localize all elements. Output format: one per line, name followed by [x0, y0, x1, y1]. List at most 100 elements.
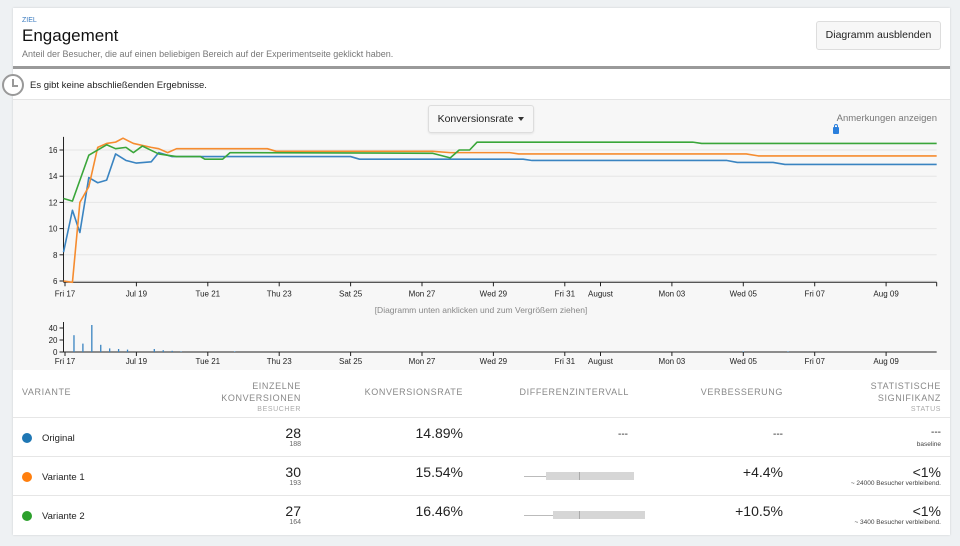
- conversions: 28 188: [285, 426, 301, 449]
- series-line-original: [62, 151, 937, 253]
- col-rate: KONVERSIONSRATE: [364, 387, 463, 397]
- table-row[interactable]: Variante 2 27 164 16.46% +10.5% <1% ~ 3400…: [13, 495, 950, 534]
- metric-select-label: Konversionsrate: [437, 113, 514, 125]
- goal-card: ZIEL Engagement Anteil der Besucher, die…: [2, 8, 950, 535]
- variant-name: Variante 1: [42, 472, 85, 483]
- interval-box: [552, 511, 645, 519]
- conversion-rate: 14.89%: [415, 425, 463, 441]
- col-improvement: VERBESSERUNG: [700, 387, 783, 397]
- mini-x-tick-label: Mon 27: [409, 357, 436, 366]
- mini-x-tick-label: Thu 23: [267, 357, 292, 366]
- x-tick-label: Wed 05: [730, 289, 758, 298]
- lock-icon[interactable]: [833, 124, 839, 134]
- histogram-bar: [73, 335, 75, 352]
- x-tick-label: Mon 03: [659, 289, 686, 298]
- significance-status: ~ 24000 Besucher verbleibend.: [850, 480, 941, 487]
- significance: <1% ~ 24000 Besucher verbleibend.: [851, 465, 941, 488]
- significance-value: ---: [931, 427, 941, 438]
- x-tick-label: Wed 29: [480, 289, 508, 298]
- x-tick-label: Fri 17: [55, 289, 76, 298]
- caret-down-icon: [518, 117, 525, 122]
- interval-value: ---: [618, 429, 628, 440]
- table-row[interactable]: Original 28 188 14.89% --- --- --- baselin…: [13, 417, 950, 456]
- x-tick-label: Fri 07: [804, 289, 825, 298]
- x-tick-label: Thu 23: [267, 289, 292, 298]
- improvement: +10.5%: [735, 503, 783, 519]
- conversions-count: 28: [285, 425, 301, 441]
- col-conversions: EINZELNE KONVERSIONEN BESUCHER: [221, 380, 301, 416]
- x-tick-label: Fri 31: [555, 289, 576, 298]
- conversion-rate: 16.46%: [415, 503, 463, 519]
- mini-y-tick-label: 0: [53, 348, 58, 357]
- histogram-bar: [109, 348, 111, 352]
- col-interval: DIFFERENZINTERVALL: [519, 387, 629, 397]
- conversions-count: 30: [285, 464, 301, 480]
- histogram-bar: [787, 351, 789, 352]
- results-notice: Es gibt keine abschließenden Ergebnisse.: [2, 72, 950, 100]
- col-conv-2: KONVERSIONEN: [221, 393, 301, 403]
- variant-name: Variante 2: [42, 511, 85, 522]
- histogram-bar: [117, 349, 120, 352]
- y-tick-label: 6: [53, 277, 58, 286]
- conversion-rate: 15.54%: [415, 464, 463, 480]
- table-row[interactable]: Variante 1 30 193 15.54% +4.4% <1% ~ 24000…: [13, 456, 950, 495]
- mini-x-tick-label: Jul 19: [126, 357, 148, 366]
- col-conv-sub: BESUCHER: [257, 406, 301, 413]
- significance-status: ~ 3400 Besucher verbleibend.: [854, 519, 941, 526]
- y-tick-label: 14: [49, 172, 58, 181]
- col-sig-sub: STATUS: [910, 406, 941, 413]
- significance: <1% ~ 3400 Besucher verbleibend.: [854, 504, 941, 527]
- x-tick-label: Jul 19: [126, 289, 148, 298]
- histogram-bar: [91, 325, 93, 352]
- col-sig-1: STATISTISCHE: [870, 381, 941, 391]
- x-tick-label: Mon 27: [409, 289, 436, 298]
- x-tick-label: August: [588, 289, 614, 298]
- visitors-count: 164: [289, 519, 301, 526]
- mini-x-tick-label: August: [588, 357, 614, 366]
- histogram-bar: [153, 349, 155, 352]
- y-tick-label: 12: [49, 198, 58, 207]
- significance: --- baseline: [917, 426, 941, 449]
- histogram-bar: [162, 350, 164, 352]
- mini-x-tick-label: Sat 25: [339, 357, 363, 366]
- conversions: 30 193: [285, 465, 301, 488]
- mini-x-tick-label: Fri 07: [804, 357, 825, 366]
- chart-area[interactable]: 6 8 10 12 14 16 Fri 17 Jul 19 Tue 21 Thu 23 Sat 25…: [13, 100, 950, 370]
- mini-x-tick-label: Mon 03: [659, 357, 686, 366]
- conversions: 27 164: [285, 504, 301, 527]
- hide-chart-button[interactable]: Diagramm ausblenden: [816, 21, 941, 50]
- histogram-bar: [180, 351, 182, 352]
- mini-x-tick-label: Wed 29: [480, 357, 508, 366]
- histogram-bar: [742, 351, 744, 352]
- interval-box: [546, 472, 634, 480]
- goal-label: ZIEL: [22, 17, 37, 24]
- significance-value: <1%: [912, 503, 941, 519]
- x-tick-label: Tue 21: [195, 289, 220, 298]
- histogram-bar: [126, 349, 129, 352]
- mini-y-tick-label: 20: [49, 336, 58, 345]
- clock-icon: [2, 74, 24, 96]
- col-significance: STATISTISCHE SIGNIFIKANZ STATUS: [871, 380, 941, 416]
- variant-color-dot: [22, 511, 32, 521]
- y-tick-label: 10: [49, 225, 58, 234]
- goal-title: Engagement: [22, 26, 119, 45]
- x-tick-label: Aug 09: [873, 289, 899, 298]
- mini-x-tick-label: Aug 09: [873, 357, 899, 366]
- metric-select[interactable]: Konversionsrate: [428, 105, 534, 133]
- series-line-variante-2: [63, 141, 937, 202]
- histogram-bar: [100, 344, 102, 352]
- histogram-bar: [233, 351, 236, 352]
- mini-x-tick-label: Fri 31: [555, 357, 576, 366]
- col-conv-1: EINZELNE: [252, 381, 301, 391]
- conversion-chart[interactable]: 6 8 10 12 14 16 Fri 17 Jul 19 Tue 21 Thu 23 Sat 25…: [0, 100, 960, 370]
- variant-name: Original: [42, 433, 75, 444]
- variant-color-dot: [22, 433, 32, 443]
- histogram-bar: [171, 350, 173, 352]
- interval-median: [579, 511, 580, 519]
- conversions-count: 27: [285, 503, 301, 519]
- mini-x-tick-label: Fri 17: [55, 357, 76, 366]
- significance-status: baseline: [916, 441, 941, 448]
- show-annotations-link[interactable]: Anmerkungen anzeigen: [836, 113, 937, 124]
- col-sig-2: SIGNIFIKANZ: [877, 393, 941, 403]
- notice-text: Es gibt keine abschließenden Ergebnisse.: [30, 80, 207, 91]
